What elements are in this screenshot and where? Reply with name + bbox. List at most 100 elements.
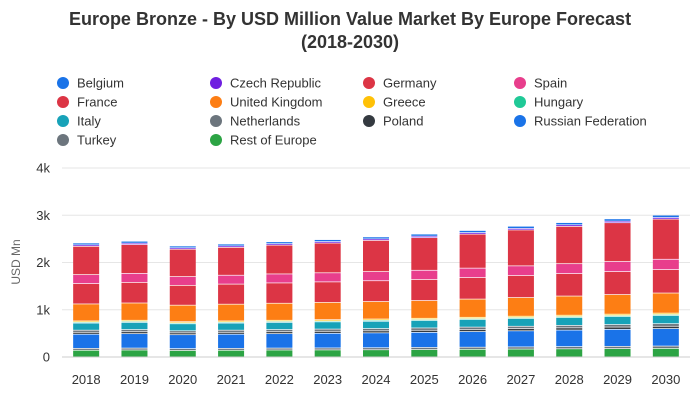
bar-segment[interactable]: [605, 325, 631, 327]
legend-item[interactable]: France: [57, 95, 117, 110]
bar-segment[interactable]: [460, 350, 486, 357]
bar-segment[interactable]: [556, 330, 582, 346]
bar-segment[interactable]: [508, 331, 534, 346]
bar-segment[interactable]: [266, 334, 292, 348]
bar-segment[interactable]: [73, 349, 99, 350]
bar-segment[interactable]: [363, 237, 389, 238]
bar-segment[interactable]: [460, 231, 486, 232]
bar-segment[interactable]: [508, 319, 534, 326]
bar-segment[interactable]: [508, 317, 534, 318]
bar-segment[interactable]: [653, 218, 679, 219]
bar-segment[interactable]: [556, 223, 582, 225]
bar-segment[interactable]: [605, 223, 631, 261]
bar-segment[interactable]: [411, 348, 437, 349]
bar-segment[interactable]: [460, 233, 486, 234]
bar-segment[interactable]: [411, 350, 437, 357]
legend-item[interactable]: Belgium: [57, 76, 124, 91]
bar-segment[interactable]: [218, 333, 244, 334]
bar-segment[interactable]: [121, 283, 147, 303]
bar-segment[interactable]: [73, 247, 99, 275]
bar-segment[interactable]: [605, 272, 631, 294]
bar-segment[interactable]: [653, 293, 679, 312]
bar-segment[interactable]: [460, 318, 486, 319]
bar-segment[interactable]: [218, 323, 244, 329]
bar-segment[interactable]: [508, 327, 534, 329]
bar-segment[interactable]: [121, 330, 147, 331]
bar-segment[interactable]: [460, 278, 486, 299]
bar-segment[interactable]: [556, 227, 582, 264]
bar-segment[interactable]: [266, 323, 292, 329]
bar-segment[interactable]: [121, 245, 147, 273]
bar-segment[interactable]: [363, 322, 389, 329]
bar-segment[interactable]: [605, 262, 631, 271]
bar-segment[interactable]: [508, 229, 534, 230]
bar-segment[interactable]: [556, 318, 582, 325]
bar-segment[interactable]: [363, 319, 389, 320]
bar-segment[interactable]: [653, 349, 679, 357]
bar-segment[interactable]: [363, 348, 389, 349]
bar-segment[interactable]: [170, 306, 196, 322]
bar-segment[interactable]: [73, 275, 99, 283]
bar-segment[interactable]: [315, 243, 341, 272]
bar-segment[interactable]: [170, 333, 196, 334]
bar-segment[interactable]: [315, 350, 341, 357]
bar-segment[interactable]: [170, 250, 196, 277]
bar-segment[interactable]: [121, 332, 147, 333]
bar-segment[interactable]: [363, 272, 389, 280]
bar-segment[interactable]: [411, 321, 437, 328]
bar-segment[interactable]: [218, 284, 244, 303]
bar-segment[interactable]: [170, 349, 196, 350]
bar-segment[interactable]: [363, 350, 389, 357]
bar-segment[interactable]: [556, 316, 582, 317]
bar-segment[interactable]: [218, 248, 244, 275]
bar-segment[interactable]: [315, 282, 341, 302]
bar-segment[interactable]: [315, 240, 341, 241]
bar-segment[interactable]: [266, 348, 292, 349]
legend-item[interactable]: Italy: [57, 114, 101, 129]
bar-segment[interactable]: [121, 323, 147, 329]
bar-segment[interactable]: [508, 349, 534, 357]
bar-segment[interactable]: [508, 298, 534, 316]
bar-segment[interactable]: [411, 271, 437, 280]
bar-segment[interactable]: [460, 320, 486, 327]
bar-segment[interactable]: [121, 242, 147, 243]
bar-segment[interactable]: [266, 244, 292, 245]
bar-segment[interactable]: [653, 216, 679, 218]
bar-segment[interactable]: [170, 277, 196, 285]
legend-item[interactable]: Czech Republic: [210, 76, 322, 91]
bar-segment[interactable]: [315, 322, 341, 329]
bar-segment[interactable]: [460, 330, 486, 331]
bar-segment[interactable]: [121, 348, 147, 349]
bar-segment[interactable]: [556, 349, 582, 357]
bar-segment[interactable]: [73, 284, 99, 304]
bar-segment[interactable]: [73, 333, 99, 334]
bar-segment[interactable]: [411, 333, 437, 347]
bar-segment[interactable]: [411, 301, 437, 318]
bar-segment[interactable]: [218, 335, 244, 348]
bar-segment[interactable]: [121, 350, 147, 357]
bar-segment[interactable]: [121, 303, 147, 320]
bar-segment[interactable]: [266, 274, 292, 282]
bar-segment[interactable]: [605, 221, 631, 222]
bar-segment[interactable]: [315, 303, 341, 320]
bar-segment[interactable]: [73, 351, 99, 357]
bar-segment[interactable]: [411, 234, 437, 235]
bar-segment[interactable]: [605, 327, 631, 329]
bar-segment[interactable]: [170, 331, 196, 332]
bar-segment[interactable]: [653, 313, 679, 314]
bar-segment[interactable]: [605, 317, 631, 324]
bar-segment[interactable]: [653, 329, 679, 346]
bar-segment[interactable]: [605, 330, 631, 346]
bar-segment[interactable]: [363, 239, 389, 240]
bar-segment[interactable]: [556, 274, 582, 296]
bar-segment[interactable]: [556, 326, 582, 328]
legend-item[interactable]: United Kingdom: [210, 95, 323, 110]
bar-segment[interactable]: [73, 245, 99, 246]
bar-segment[interactable]: [508, 266, 534, 275]
bar-segment[interactable]: [460, 299, 486, 316]
bar-segment[interactable]: [460, 234, 486, 267]
bar-segment[interactable]: [508, 347, 534, 348]
bar-segment[interactable]: [460, 348, 486, 349]
bar-segment[interactable]: [508, 276, 534, 297]
bar-segment[interactable]: [605, 347, 631, 349]
